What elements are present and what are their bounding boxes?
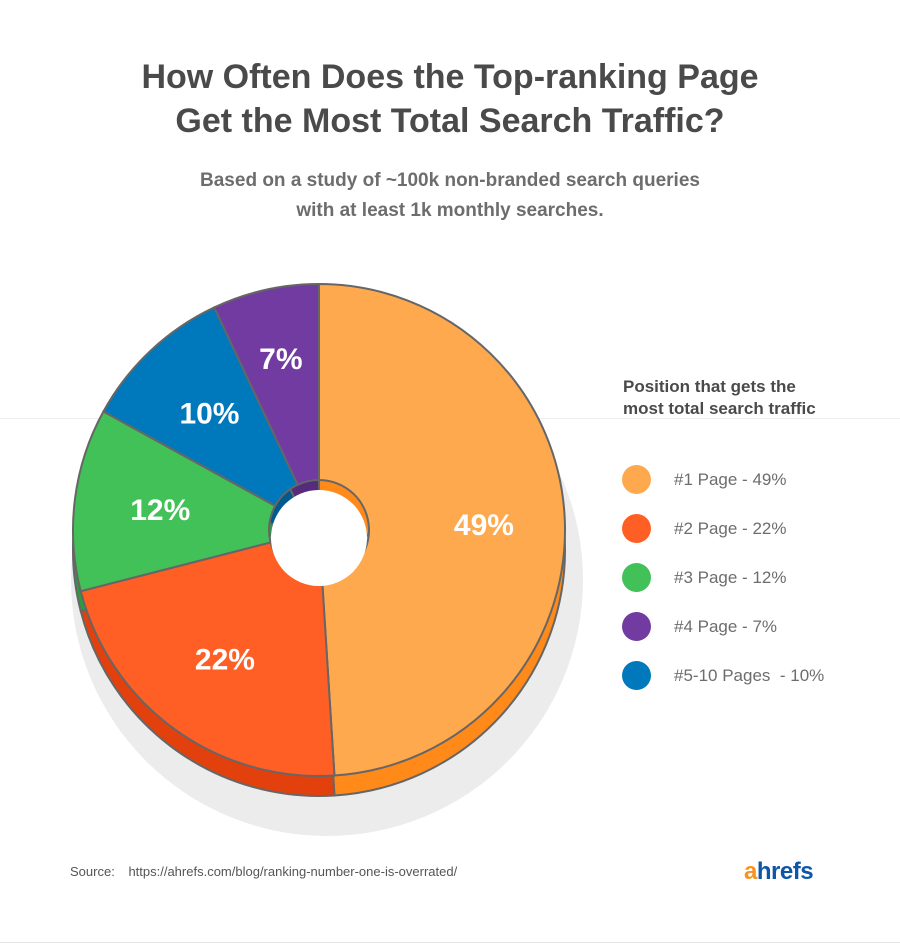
legend-item: #3 Page - 12% xyxy=(622,553,824,602)
ahrefs-logo: ahrefs xyxy=(744,858,814,886)
legend-swatch xyxy=(622,612,651,641)
legend-item: #1 Page - 49% xyxy=(622,455,824,504)
legend-label: #2 Page - 22% xyxy=(674,518,787,538)
legend-label: #3 Page - 12% xyxy=(674,567,787,587)
data-label: 7% xyxy=(259,343,302,376)
data-label: 10% xyxy=(179,397,239,430)
legend-title-line-2: most total search traffic xyxy=(623,399,816,418)
data-label: 12% xyxy=(130,494,190,527)
legend-swatch xyxy=(622,661,651,690)
source-label: Source: xyxy=(70,864,115,879)
legend-label: #5-10 Pages - 10% xyxy=(674,665,825,685)
legend-label: #1 Page - 49% xyxy=(674,469,787,489)
chart-subtitle: Based on a study of ~100k non-branded se… xyxy=(0,166,900,226)
legend-title: Position that gets the most total search… xyxy=(623,376,816,420)
logo-a: a xyxy=(744,858,757,885)
pie-slice xyxy=(318,282,566,777)
legend-label: #4 Page - 7% xyxy=(674,616,778,636)
legend-swatch xyxy=(622,514,651,543)
title-line-1: How Often Does the Top-ranking Page xyxy=(141,58,759,96)
legend-item: #5-10 Pages - 10% xyxy=(622,651,824,700)
data-label: 49% xyxy=(454,509,514,542)
pie-slice xyxy=(212,282,320,487)
pie-slice xyxy=(102,306,300,508)
legend-item: #2 Page - 22% xyxy=(622,504,824,553)
data-label: 22% xyxy=(195,643,255,676)
hole-center xyxy=(271,490,367,586)
legend: #1 Page - 49% #2 Page - 22% #3 Page - 12% #… xyxy=(622,455,824,700)
subtitle-line-1: Based on a study of ~100k non-branded se… xyxy=(200,170,700,191)
source-url[interactable]: https://ahrefs.com/blog/ranking-number-o… xyxy=(128,864,458,879)
source: Source: https://ahrefs.com/blog/ranking-… xyxy=(70,864,467,879)
legend-swatch xyxy=(622,465,651,494)
legend-swatch xyxy=(622,563,651,592)
chart-title: How Often Does the Top-ranking Page Get … xyxy=(0,55,900,143)
legend-title-line-1: Position that gets the xyxy=(623,377,796,396)
logo-rest: hrefs xyxy=(756,858,814,885)
pie-slice xyxy=(72,410,277,593)
legend-item: #4 Page - 7% xyxy=(622,602,824,651)
subtitle-line-2: with at least 1k monthly searches. xyxy=(296,200,604,221)
title-line-2: Get the Most Total Search Traffic? xyxy=(175,102,725,140)
